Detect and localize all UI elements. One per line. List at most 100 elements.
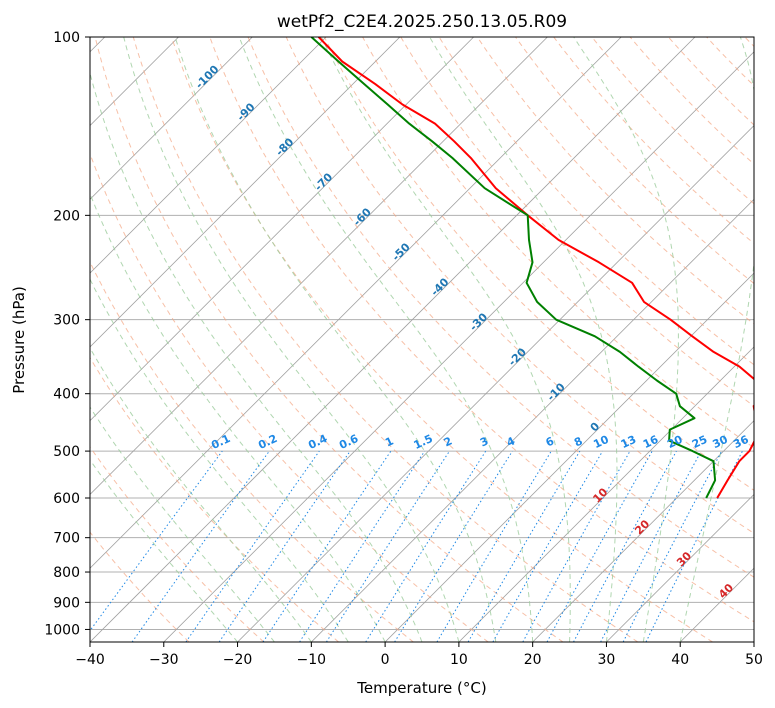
dry-adiabat-line	[94, 37, 564, 642]
y-tick-label: 900	[53, 595, 80, 611]
mixing-ratio-label: 10	[591, 433, 611, 451]
isotherm-label: -30	[467, 310, 490, 333]
mixing-ratio-label: 3	[478, 434, 490, 449]
dry-adiabat-line	[706, 37, 754, 87]
mixing-ratio-lines	[90, 450, 743, 642]
isotherm-line	[90, 37, 253, 200]
mixing-ratio-label: 1	[383, 434, 395, 449]
mixing-ratio-label: 16	[641, 433, 661, 451]
mixing-ratio-line	[90, 450, 223, 632]
y-axis-label: Pressure (hPa)	[10, 286, 28, 394]
dry-adiabat-line	[209, 37, 754, 623]
y-tick-label: 300	[53, 313, 80, 329]
x-tick-label: 40	[671, 652, 689, 668]
x-tick-label: −10	[297, 652, 327, 668]
moist-adiabat-line	[90, 347, 312, 642]
mixing-ratio-line	[365, 450, 487, 642]
moist-adiabat-lines	[90, 37, 754, 642]
y-tick-label: 100	[53, 30, 80, 46]
dry-adiabat-line	[438, 37, 754, 366]
moist-adiabat-line	[90, 278, 349, 642]
moist-adiabat-line	[90, 459, 238, 642]
moist-adiabat-line	[320, 37, 571, 642]
isotherm-line	[311, 198, 754, 642]
mixing-ratio-line	[546, 450, 653, 642]
isotherm-line	[458, 346, 754, 642]
mixing-ratio-label: 36	[731, 433, 751, 451]
mixing-ratio-label: 30	[711, 433, 731, 451]
moist-adiabat-line	[90, 406, 275, 642]
isotherm-line	[163, 51, 754, 642]
mixing-ratio-line	[299, 450, 426, 642]
isotherm-line	[90, 37, 696, 642]
y-tick-label: 1000	[44, 622, 80, 638]
moist-adiabat-line	[90, 192, 386, 642]
dry-adiabat-label: 10	[590, 485, 610, 505]
isotherm-line	[90, 37, 401, 348]
mixing-ratio-label: 0.4	[306, 432, 329, 452]
dry-adiabat-line	[744, 37, 754, 48]
dry-adiabat-line	[90, 152, 489, 642]
pressure-gridlines	[90, 37, 754, 630]
isotherm-line	[90, 37, 548, 496]
dry-adiabat-lines	[90, 37, 754, 642]
y-tick-label: 400	[53, 387, 80, 403]
plot-frame	[89, 36, 755, 643]
isotherm-label: -70	[312, 170, 335, 193]
mixing-ratio-line	[131, 450, 270, 642]
isotherm-line	[532, 420, 754, 642]
chart-title: wetPf2_C2E4.2025.250.13.05.R09	[277, 12, 567, 32]
isotherm-label: -80	[273, 135, 296, 158]
y-tick-label: 500	[53, 444, 80, 460]
isotherm-label: -50	[390, 240, 413, 263]
y-tick-label: 600	[53, 491, 80, 507]
dewpoint-profile-line	[310, 37, 717, 499]
moist-adiabat-line	[679, 37, 754, 642]
mixing-ratio-line	[185, 450, 320, 642]
y-axis-ticks: 100 200 300 400 500 600 700 800 900 1000	[44, 30, 90, 638]
isotherm-label: -20	[506, 345, 529, 368]
moist-adiabat-line	[429, 37, 618, 642]
x-tick-label: 30	[598, 652, 616, 668]
dry-adiabat-line	[171, 37, 713, 642]
y-tick-label: 200	[53, 208, 80, 224]
dry-adiabat-line	[90, 531, 190, 642]
y-tick-label: 700	[53, 531, 80, 547]
mixing-ratio-line	[522, 450, 631, 642]
moist-adiabat-line	[174, 37, 497, 642]
x-tick-label: 20	[524, 652, 542, 668]
isotherm-line	[606, 493, 754, 642]
moist-adiabat-line	[238, 37, 534, 642]
mixing-ratio-label: 8	[572, 434, 584, 449]
dry-adiabat-label: 30	[674, 549, 694, 569]
isotherm-line	[237, 124, 754, 642]
isotherm-label: -10	[545, 380, 568, 403]
dry-adiabat-line	[90, 446, 265, 642]
isotherm-label: -60	[351, 205, 374, 228]
moist-adiabat-line	[573, 37, 679, 642]
x-tick-label: −30	[149, 652, 179, 668]
mixing-ratio-line	[394, 450, 513, 642]
isotherm-line	[90, 37, 622, 569]
x-tick-label: 0	[381, 652, 390, 668]
mixing-ratio-line	[325, 450, 450, 642]
mixing-ratio-line	[218, 450, 351, 642]
mixing-ratio-label: 25	[690, 433, 709, 451]
dry-adiabat-line	[476, 37, 754, 325]
isotherm-line	[90, 37, 327, 274]
isotherm-line	[753, 641, 754, 642]
x-tick-label: −20	[223, 652, 253, 668]
x-axis-label: Temperature (°C)	[356, 679, 486, 697]
dry-adiabat-line	[90, 356, 339, 642]
isotherm-label: -100	[193, 63, 222, 92]
mixing-ratio-line	[262, 450, 392, 642]
mixing-ratio-line	[573, 450, 677, 642]
mixing-ratio-label: 0.1	[209, 432, 232, 452]
mixing-ratio-label: 13	[619, 433, 638, 451]
moist-adiabat-line	[123, 37, 460, 642]
isotherm-line	[679, 567, 754, 642]
dry-adiabat-line	[553, 37, 754, 245]
dry-adiabat-line	[90, 260, 414, 642]
moist-adiabat-line	[90, 71, 423, 642]
